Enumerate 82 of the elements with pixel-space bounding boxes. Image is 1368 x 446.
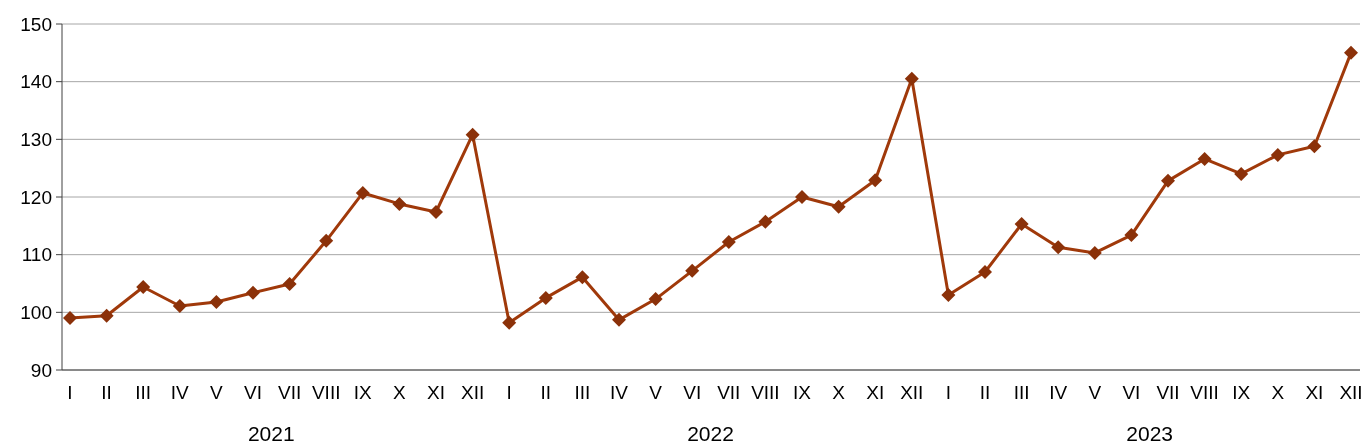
y-tick-label: 130 <box>20 128 52 150</box>
x-tick-label: V <box>1088 381 1102 403</box>
y-tick-label: 110 <box>21 244 52 266</box>
point <box>1161 173 1175 188</box>
text: 2022 <box>687 422 734 446</box>
x-tick-label: X <box>832 381 846 403</box>
point <box>831 199 846 214</box>
point <box>1270 147 1285 162</box>
point <box>868 173 883 188</box>
x-tick-label: VII <box>277 381 302 403</box>
point <box>1344 45 1358 60</box>
x-tick-label: II <box>540 381 552 403</box>
x-tick-label: II <box>979 381 991 403</box>
point <box>575 270 590 285</box>
point <box>612 312 626 327</box>
x-tick-label: III <box>574 381 591 403</box>
point <box>63 311 77 326</box>
x-tick-label: IV <box>610 381 629 403</box>
point <box>429 204 443 219</box>
y-tick-label: 120 <box>20 186 52 208</box>
point <box>941 288 956 303</box>
x-tick-label: III <box>135 381 152 403</box>
point <box>355 185 370 200</box>
x-tick-label: IX <box>353 381 373 403</box>
x-tick-label: IX <box>1232 381 1251 403</box>
point <box>502 315 517 330</box>
point <box>172 298 187 313</box>
x-tick-label: VI <box>244 381 262 403</box>
point <box>209 294 224 309</box>
point <box>795 190 809 204</box>
point <box>685 263 700 278</box>
x-tick-label: IV <box>1049 381 1068 403</box>
text: 2023 <box>1126 422 1174 446</box>
x-tick-label: XII <box>1339 381 1363 403</box>
point <box>538 290 553 305</box>
point <box>1014 217 1029 232</box>
x-tick-label: V <box>649 381 663 403</box>
x-tick-label: IV <box>170 381 190 403</box>
point <box>721 234 736 249</box>
point <box>758 214 773 229</box>
y-tick-label: 90 <box>30 359 52 381</box>
x-tick-label: XI <box>1305 381 1324 403</box>
point <box>246 285 260 300</box>
x-tick-label: II <box>101 381 112 403</box>
x-tick-label: XII <box>460 381 485 403</box>
x-tick-label: VII <box>1156 381 1180 403</box>
x-tick-label: X <box>1271 381 1285 403</box>
point <box>392 196 407 211</box>
point <box>978 264 992 279</box>
text: 2021 <box>247 422 295 446</box>
x-tick-label: III <box>1013 381 1030 403</box>
x-tick-label: VII <box>717 381 741 403</box>
point <box>319 233 334 248</box>
x-tick-label: IX <box>793 381 812 403</box>
y-tick-label: 100 <box>20 301 52 323</box>
point <box>136 279 151 294</box>
x-tick-label: V <box>210 381 224 403</box>
point <box>465 127 480 142</box>
point <box>282 277 297 292</box>
point <box>648 292 663 307</box>
point <box>1124 228 1139 243</box>
x-tick-label: VIII <box>751 381 780 403</box>
x-tick-label: VI <box>1122 381 1141 403</box>
x-tick-label: VIII <box>1190 381 1219 403</box>
x-tick-label: VI <box>683 381 702 403</box>
point <box>1234 166 1249 181</box>
y-tick-label: 140 <box>20 71 52 93</box>
x-tick-label: I <box>945 381 952 403</box>
y-tick-label: 150 <box>20 13 52 35</box>
x-tick-label: XII <box>900 381 924 403</box>
point <box>1307 139 1322 154</box>
point <box>904 71 919 86</box>
x-tick-label: I <box>67 381 73 403</box>
x-tick-label: X <box>393 381 407 403</box>
point <box>1197 151 1212 166</box>
x-tick-label: XI <box>866 381 885 403</box>
x-tick-label: VIII <box>311 381 341 403</box>
x-tick-label: XI <box>427 381 445 403</box>
x-tick-label: I <box>506 381 512 403</box>
point <box>1087 245 1102 260</box>
point <box>1051 240 1066 255</box>
point <box>99 308 114 323</box>
